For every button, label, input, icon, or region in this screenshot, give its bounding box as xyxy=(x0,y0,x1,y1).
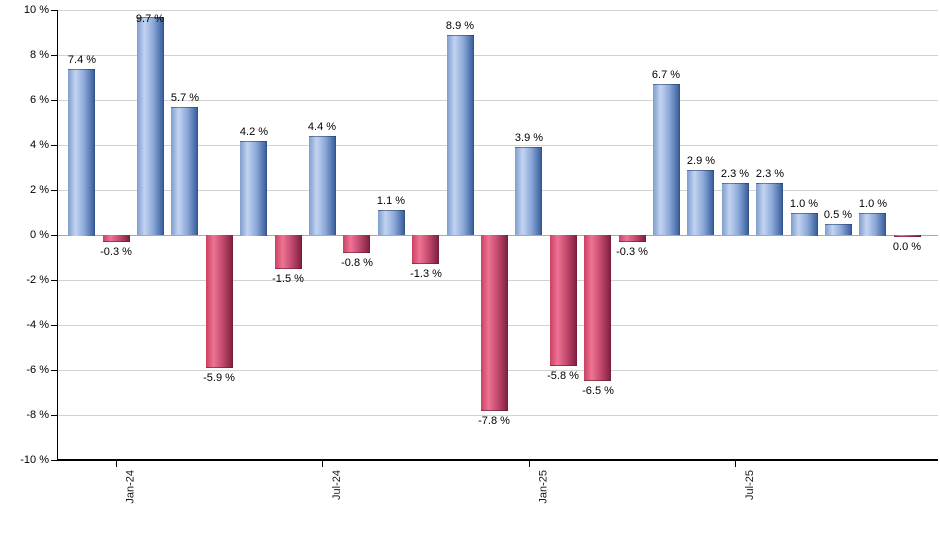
bar-value-label: -0.3 % xyxy=(100,246,132,258)
bar xyxy=(481,235,508,411)
x-axis-tick xyxy=(529,461,530,467)
bar-value-label: 6.7 % xyxy=(651,69,681,81)
bar xyxy=(343,235,370,253)
bar xyxy=(825,224,852,235)
bar xyxy=(515,147,542,235)
y-axis-label: 0 % xyxy=(30,229,49,241)
y-axis-tick xyxy=(51,10,57,11)
bar xyxy=(68,69,95,236)
bar-value-label: -6.5 % xyxy=(582,385,614,397)
bar-value-label: 2.3 % xyxy=(720,168,750,180)
bar xyxy=(584,235,611,381)
bar-value-label: 9.7 % xyxy=(135,13,165,25)
y-axis-label: -8 % xyxy=(26,409,49,421)
bar xyxy=(687,170,714,235)
bar-value-label: 4.2 % xyxy=(239,126,269,138)
bar-value-label: -0.3 % xyxy=(616,246,648,258)
y-axis-tick xyxy=(51,235,57,236)
y-axis-label: -6 % xyxy=(26,364,49,376)
bar xyxy=(240,141,267,236)
y-axis-label: 4 % xyxy=(30,139,49,151)
bar xyxy=(619,235,646,242)
bar xyxy=(103,235,130,242)
y-axis-label: -4 % xyxy=(26,319,49,331)
x-axis-label: Jan-25 xyxy=(538,470,550,504)
gridline xyxy=(57,55,938,56)
gridline xyxy=(57,10,938,11)
y-axis-tick xyxy=(51,100,57,101)
y-axis-tick xyxy=(51,325,57,326)
y-axis-tick xyxy=(51,190,57,191)
bar xyxy=(756,183,783,235)
gridline xyxy=(57,415,938,416)
y-axis-label: 8 % xyxy=(30,49,49,61)
bar xyxy=(137,17,164,235)
bar-value-label: -1.5 % xyxy=(272,273,304,285)
gridline xyxy=(57,190,938,191)
bar-value-label: 8.9 % xyxy=(445,20,475,32)
bar-value-label: 0.0 % xyxy=(892,241,922,253)
x-axis-label: Jul-24 xyxy=(331,470,343,500)
y-axis-tick xyxy=(51,370,57,371)
y-axis-tick xyxy=(51,415,57,416)
bar-value-label: 0.5 % xyxy=(823,209,853,221)
x-axis-tick xyxy=(735,461,736,467)
bar-value-label: -1.3 % xyxy=(410,268,442,280)
y-axis-label: 6 % xyxy=(30,94,49,106)
gridline xyxy=(57,145,938,146)
bar xyxy=(206,235,233,368)
x-axis-tick xyxy=(322,461,323,467)
bar xyxy=(378,210,405,235)
x-axis-label: Jan-24 xyxy=(125,470,137,504)
gridline xyxy=(57,100,938,101)
x-axis-tick xyxy=(116,461,117,467)
bar-value-label: -0.8 % xyxy=(341,257,373,269)
bar xyxy=(653,84,680,235)
y-axis-label: 2 % xyxy=(30,184,49,196)
bar-value-label: 1.0 % xyxy=(858,198,888,210)
bar xyxy=(722,183,749,235)
bar xyxy=(791,213,818,236)
bar xyxy=(171,107,198,235)
bar-value-label: 2.9 % xyxy=(686,155,716,167)
bar-value-label: 4.4 % xyxy=(307,121,337,133)
bar xyxy=(894,235,921,237)
bar-value-label: 5.7 % xyxy=(170,92,200,104)
bar xyxy=(447,35,474,235)
bar-value-label: -5.8 % xyxy=(547,370,579,382)
y-axis-tick xyxy=(51,145,57,146)
bar xyxy=(309,136,336,235)
y-axis-tick xyxy=(51,460,57,461)
bar-value-label: 1.1 % xyxy=(376,195,406,207)
bar-value-label: 7.4 % xyxy=(67,54,97,66)
bar-value-label: 2.3 % xyxy=(755,168,785,180)
y-axis-label: -10 % xyxy=(20,454,49,466)
y-axis-label: -2 % xyxy=(26,274,49,286)
y-axis xyxy=(57,10,58,460)
bar-value-label: -5.9 % xyxy=(203,372,235,384)
bar xyxy=(859,213,886,236)
bar xyxy=(275,235,302,269)
y-axis-tick xyxy=(51,55,57,56)
y-axis-tick xyxy=(51,280,57,281)
bar-value-label: 3.9 % xyxy=(514,132,544,144)
x-axis-label: Jul-25 xyxy=(744,470,756,500)
y-axis-label: 10 % xyxy=(23,4,49,16)
bar xyxy=(412,235,439,264)
bar-value-label: 1.0 % xyxy=(789,198,819,210)
bar-value-label: -7.8 % xyxy=(478,415,510,427)
x-axis xyxy=(57,459,938,461)
bar xyxy=(550,235,577,366)
